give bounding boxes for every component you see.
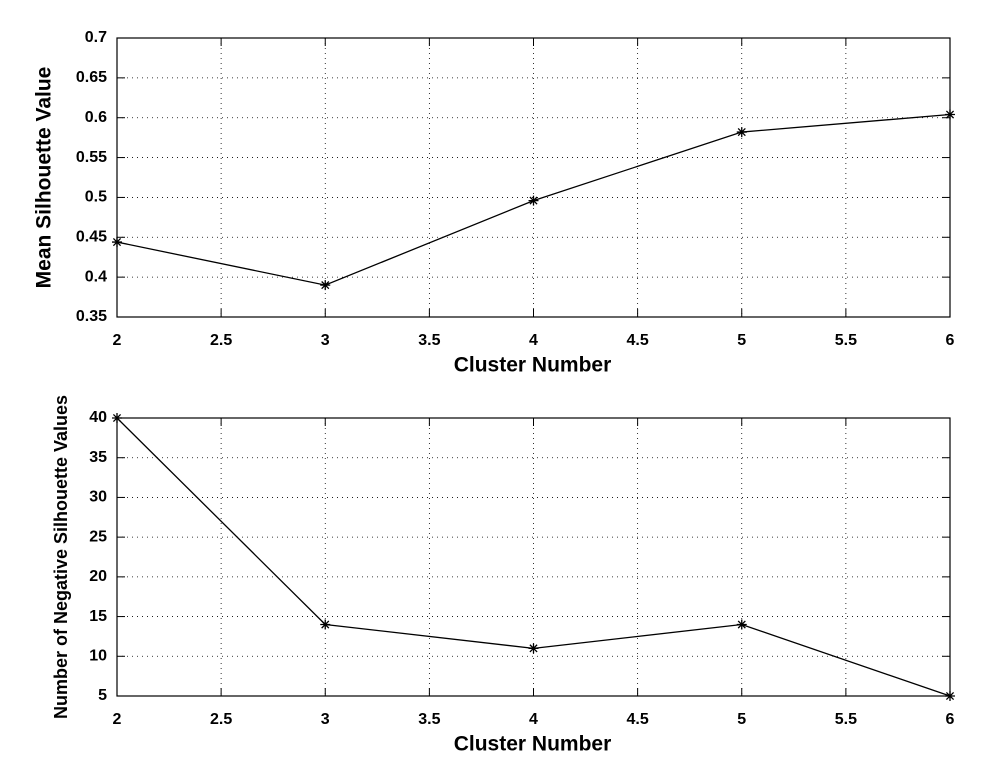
x-tick-label: 4 (529, 332, 538, 349)
y-tick-label: 15 (89, 608, 107, 625)
y-tick-label: 0.35 (76, 308, 107, 325)
x-tick-label: 5 (737, 332, 746, 349)
x-axis-title: Cluster Number (454, 733, 612, 756)
plot-frame (116, 37, 951, 318)
x-tick-label: 4.5 (627, 332, 649, 349)
x-tick-label: 2.5 (210, 711, 232, 728)
y-axis-title: Number of Negative Silhouette Values (51, 395, 71, 719)
x-tick-label: 2.5 (210, 332, 232, 349)
x-tick-label: 2 (113, 711, 122, 728)
marker (945, 109, 955, 120)
x-tick-label: 5.5 (835, 332, 857, 349)
y-tick-label: 5 (98, 687, 107, 704)
marker (736, 127, 747, 138)
marker (320, 280, 331, 291)
x-tick-label: 3 (321, 711, 330, 728)
y-tick-label: 0.5 (85, 189, 107, 206)
x-tick-label: 6 (946, 711, 955, 728)
marker (528, 643, 539, 654)
marker (112, 237, 122, 248)
marker (945, 691, 955, 701)
y-tick-label: 35 (89, 449, 107, 466)
y-tick-label: 0.65 (76, 69, 107, 86)
x-tick-label: 3.5 (418, 332, 440, 349)
y-tick-label: 0.4 (85, 268, 107, 285)
marker (736, 619, 747, 630)
x-tick-label: 6 (946, 332, 955, 349)
y-tick-label: 30 (89, 489, 107, 506)
y-tick-label: 0.6 (85, 109, 107, 126)
data-line (116, 417, 951, 697)
x-tick-label: 3.5 (418, 711, 440, 728)
plot-frame (116, 417, 951, 697)
y-tick-label: 0.45 (76, 229, 107, 246)
x-tick-label: 4.5 (627, 711, 649, 728)
x-tick-label: 3 (321, 332, 330, 349)
x-tick-label: 5 (737, 711, 746, 728)
x-tick-label: 2 (113, 332, 122, 349)
y-tick-label: 40 (89, 409, 107, 426)
y-tick-label: 20 (89, 568, 107, 585)
y-tick-label: 0.7 (85, 29, 107, 46)
x-tick-label: 4 (529, 711, 538, 728)
x-tick-label: 5.5 (835, 711, 857, 728)
y-tick-label: 25 (89, 528, 107, 545)
marker (528, 195, 539, 206)
marker (320, 619, 331, 630)
x-axis-title: Cluster Number (454, 354, 612, 377)
y-axis-title: Mean Silhouette Value (33, 67, 56, 289)
y-tick-label: 0.55 (76, 149, 107, 166)
y-tick-label: 10 (89, 648, 107, 665)
marker (112, 413, 122, 423)
